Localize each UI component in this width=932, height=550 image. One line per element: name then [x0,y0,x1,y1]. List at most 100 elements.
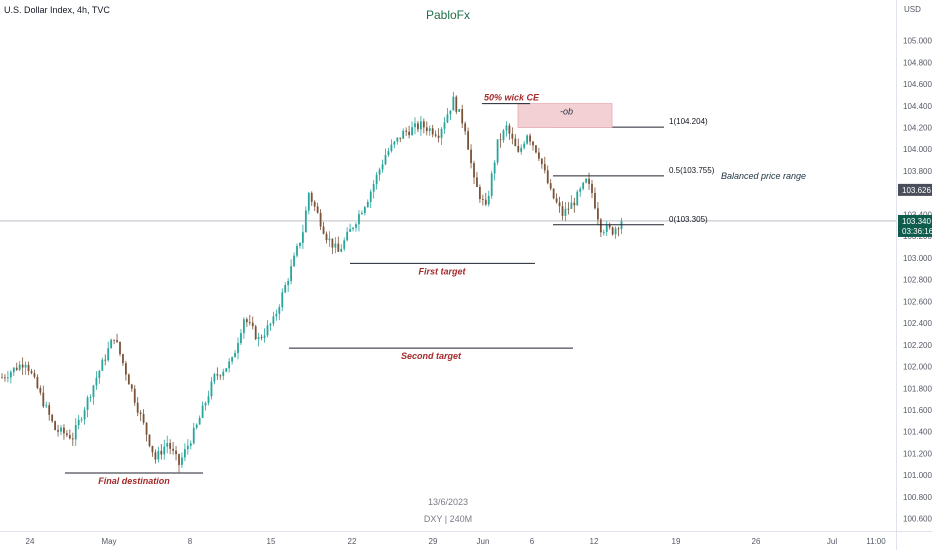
candle-body [145,422,148,435]
candle-body [36,376,39,389]
candle-body [343,240,346,249]
candle-body [54,421,56,431]
candle-body [15,367,18,370]
candle-body [98,370,101,378]
candle-body [207,396,210,403]
candle-body [594,192,596,209]
candle-body [479,187,481,200]
candle-body [172,448,174,451]
candle-body [130,384,133,389]
annotations: 1(104.204) 0.5(103.755) 0(103.305) Balanced… [65,93,806,486]
candle-body [189,443,192,446]
candle-body [192,427,195,444]
candle-body [511,133,514,139]
candle-body [346,231,349,241]
candle-body [166,443,169,447]
symbol-title: U.S. Dollar Index, 4h, TVC [4,5,110,15]
candle-body [127,374,130,385]
candle-body [245,319,248,323]
candle-body [154,452,157,460]
candle-body [251,322,254,327]
candle-body [476,177,478,188]
candle-body [325,233,328,241]
candle-body [184,449,186,458]
candle-body [591,183,593,193]
candle-body [502,130,505,141]
y-tick-label: 104.600 [903,80,932,89]
candle-body [302,232,304,243]
x-axis-ticks: 24 May 8 15 22 29 Jun 6 12 19 26 Jul 11:00 [26,537,887,546]
candle-body [80,419,83,421]
candle-body [361,213,363,215]
candle-body [293,255,295,267]
candle-body [414,123,416,128]
candle-body [210,381,213,397]
x-tick-label: 19 [672,537,681,546]
candle-body [555,198,558,203]
candle-body [366,201,369,208]
candle-body [266,325,269,336]
candle-body [564,208,567,216]
candle-body [243,319,245,334]
candle-body [110,339,113,349]
candle-body [42,392,45,407]
candle-body [529,135,531,142]
candle-body [470,149,472,164]
candle-body [517,146,520,152]
candle-body [523,143,526,148]
candle-body [116,340,118,342]
y-tick-label: 104.200 [903,124,932,133]
candle-body [358,214,360,225]
x-tick-label: Jun [477,537,490,546]
candle-body [393,141,396,145]
candle-body [481,199,484,200]
candle-body [204,402,207,406]
candle-body [597,208,599,220]
candle-body [608,225,611,228]
candle-body [490,173,493,196]
candle-body [51,414,54,422]
fib-level-label: 0.5(103.755) [669,166,715,175]
candle-body [576,191,579,206]
candle-body [48,405,51,415]
candle-body [372,184,375,192]
candle-body [493,162,496,174]
candle-body [411,127,413,136]
candle-body [63,427,65,434]
candle-body [24,364,27,368]
candle-body [420,121,422,130]
y-tick-label: 102.400 [903,319,932,328]
candle-body [74,425,77,440]
currency-label: USD [904,5,921,14]
order-block-label: -ob [560,107,573,117]
candle-body [443,122,446,129]
candle-body [369,191,372,202]
candle-body [89,397,92,398]
candle-body [473,163,475,178]
candle-body [458,109,461,112]
candle-body [222,371,225,377]
candle-body [605,225,608,233]
candle-body [387,151,390,156]
fib-level-label: 1(104.204) [669,117,708,126]
candle-body [213,374,216,382]
y-tick-label: 101.200 [903,449,932,458]
order-block-zone [517,103,613,128]
candle-body [496,139,499,163]
candle-body [225,368,228,372]
author-watermark: PabloFx [425,8,471,22]
candle-body [567,208,570,210]
candle-body [505,125,508,131]
candle-body [284,285,287,293]
candle-body [464,123,467,132]
candle-body [186,445,189,450]
y-tick-label: 101.000 [903,471,932,480]
candle-body [254,326,257,340]
candle-body [175,450,177,455]
candle-body [237,343,239,353]
candle-body [304,210,307,233]
candle-body [543,164,546,171]
candle-body [198,417,201,425]
